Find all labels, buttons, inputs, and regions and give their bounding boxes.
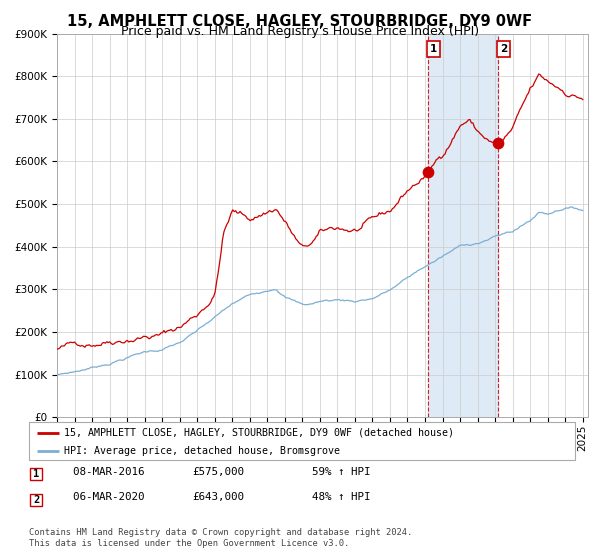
Text: £575,000: £575,000 — [192, 466, 244, 477]
Point — [424, 167, 433, 176]
Bar — [30, 494, 42, 506]
Point — [493, 139, 503, 148]
Text: 2: 2 — [33, 495, 39, 505]
Text: 08-MAR-2016: 08-MAR-2016 — [60, 466, 145, 477]
Bar — [428, 34, 498, 417]
Text: 06-MAR-2020: 06-MAR-2020 — [60, 492, 145, 502]
Text: 15, AMPHLETT CLOSE, HAGLEY, STOURBRIDGE, DY9 0WF: 15, AMPHLETT CLOSE, HAGLEY, STOURBRIDGE,… — [67, 14, 533, 29]
Text: Contains HM Land Registry data © Crown copyright and database right 2024.
This d: Contains HM Land Registry data © Crown c… — [29, 528, 412, 548]
Text: 2: 2 — [500, 44, 507, 54]
Bar — [30, 468, 42, 480]
Text: £643,000: £643,000 — [192, 492, 244, 502]
Text: HPI: Average price, detached house, Bromsgrove: HPI: Average price, detached house, Brom… — [64, 446, 340, 456]
Text: 15, AMPHLETT CLOSE, HAGLEY, STOURBRIDGE, DY9 0WF (detached house): 15, AMPHLETT CLOSE, HAGLEY, STOURBRIDGE,… — [64, 428, 454, 438]
Text: Price paid vs. HM Land Registry's House Price Index (HPI): Price paid vs. HM Land Registry's House … — [121, 25, 479, 38]
Text: 1: 1 — [33, 469, 39, 479]
Text: 48% ↑ HPI: 48% ↑ HPI — [312, 492, 371, 502]
Text: 1: 1 — [430, 44, 437, 54]
Text: 59% ↑ HPI: 59% ↑ HPI — [312, 466, 371, 477]
